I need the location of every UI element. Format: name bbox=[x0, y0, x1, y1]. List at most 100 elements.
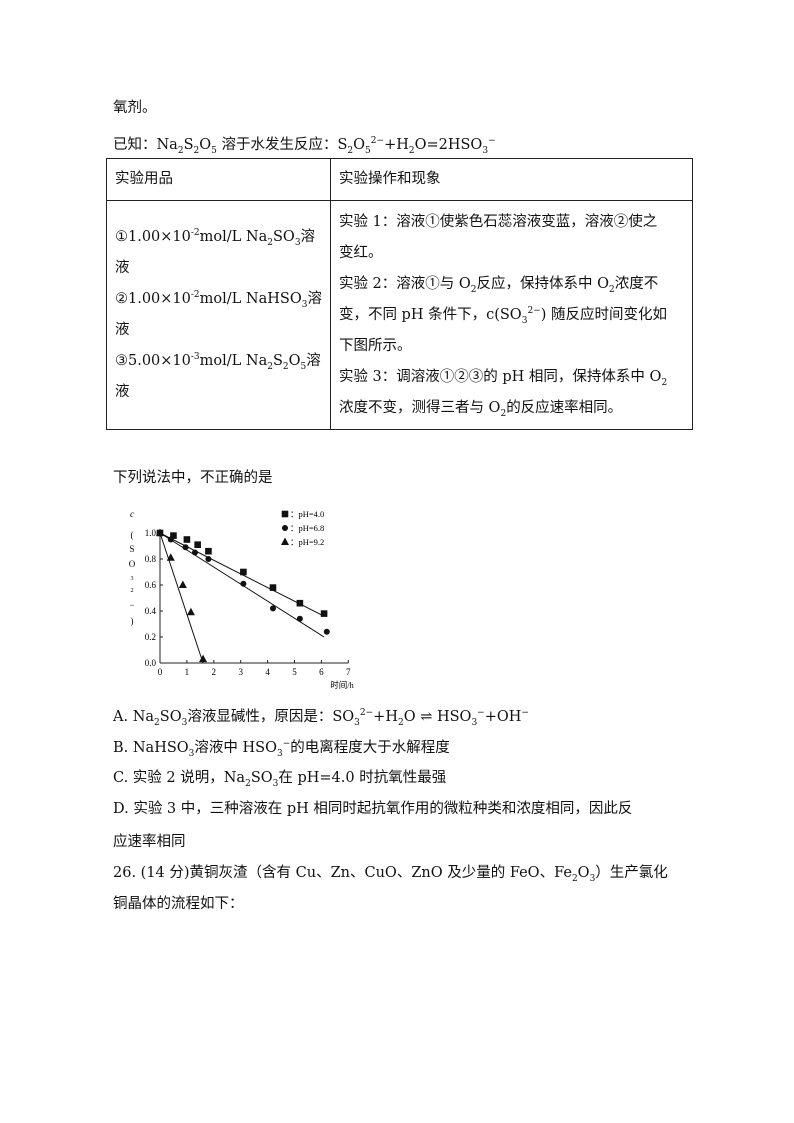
question-26-continued: 铜晶体的流程如下： bbox=[113, 894, 244, 914]
option-c: C. 实验 2 说明，Na2SO3在 pH=4.0 时抗氧性最强 bbox=[113, 768, 446, 788]
text-segment: C. 实验 2 说明，Na bbox=[113, 770, 246, 786]
materials-cell: ①1.00×10-2mol/L Na2SO3溶液 ②1.00×10-2mol/L … bbox=[106, 200, 331, 430]
cell-line: 实验 2：溶液①与 O2反应，保持体系中 O2浓度不 bbox=[339, 269, 684, 300]
circle-marker bbox=[296, 615, 303, 622]
triangle-marker bbox=[178, 580, 187, 588]
question-text: 下列说法中，不正确的是 bbox=[113, 468, 273, 488]
square-marker bbox=[183, 536, 191, 543]
concentration-time-chart: 0 1 2 3 4 5 6 7 0.0 0.2 0.4 0.6 0.8 1.0 c (SO 3 2 −) 时间/h ：p… bbox=[129, 509, 355, 690]
x-tick-label: 6 bbox=[319, 667, 324, 677]
subscript: 3 bbox=[354, 717, 360, 728]
legend-label: ：pH=9.2 bbox=[290, 537, 324, 547]
superscript: 2− bbox=[359, 708, 374, 719]
cell-line: 变，不同 pH 条件下，c(SO32−) 随反应时间变化如 bbox=[339, 300, 684, 331]
subscript: 2 bbox=[397, 717, 404, 728]
text-segment: O bbox=[353, 137, 366, 153]
subscript: 2 bbox=[571, 873, 578, 884]
x-tick-label: 0 bbox=[158, 667, 163, 677]
superscript: 2− bbox=[370, 136, 385, 147]
superscript: − bbox=[282, 739, 291, 750]
x-tick-label: 3 bbox=[238, 667, 243, 677]
x-tick-label: 7 bbox=[346, 667, 351, 677]
y-axis-label-char: − bbox=[129, 600, 134, 610]
text-segment: 溶 bbox=[307, 291, 322, 307]
x-tick-label: 2 bbox=[212, 667, 217, 677]
subscript: 3 bbox=[272, 778, 279, 789]
superscript: − bbox=[521, 708, 529, 719]
text-segment: 的电离程度大于水解程度 bbox=[290, 740, 450, 756]
text-segment: D. 实验 3 中，三种溶液在 pH 相同时起抗氧作用的微粒种类和浓度相同，因此… bbox=[113, 801, 633, 817]
option-d-continued: 应速率相同 bbox=[113, 832, 186, 852]
text-segment: A. Na bbox=[113, 709, 155, 725]
square-marker bbox=[170, 532, 177, 539]
x-tick-label: 4 bbox=[265, 667, 270, 677]
text-segment: mol/L Na bbox=[199, 229, 268, 245]
subscript: 3 bbox=[276, 748, 283, 759]
circle-marker bbox=[323, 628, 330, 635]
y-tick-label: 0.6 bbox=[145, 580, 157, 590]
text-segment: 的反应速率相同。 bbox=[506, 399, 623, 416]
text-segment: ③5.00×10 bbox=[115, 353, 191, 369]
legend-label: ：pH=6.8 bbox=[290, 523, 324, 533]
text-segment: SO bbox=[250, 770, 273, 786]
square-marker bbox=[240, 568, 247, 576]
circle-marker bbox=[191, 549, 198, 556]
square-marker bbox=[281, 510, 289, 518]
y-tick-label: 0.8 bbox=[145, 554, 157, 564]
text-segment: mol/L Na bbox=[199, 353, 268, 369]
superscript: 2− bbox=[527, 305, 541, 316]
subscript: 2 bbox=[267, 237, 273, 248]
text-segment: ①1.00×10 bbox=[115, 229, 191, 245]
cell-line: 液 bbox=[115, 377, 322, 408]
text-segment: O ⇌ HSO bbox=[403, 709, 472, 725]
text-segment: 溶 bbox=[306, 353, 321, 369]
y-axis-label-char: O bbox=[129, 559, 136, 569]
intro-text: 氧剂。 bbox=[113, 98, 157, 118]
subscript: 2 bbox=[177, 145, 184, 156]
triangle-marker bbox=[156, 528, 164, 536]
superscript: -2 bbox=[190, 228, 200, 239]
cell-line: ②1.00×10-2mol/L NaHSO3溶 bbox=[115, 284, 322, 315]
y-axis-label-char: ( bbox=[131, 530, 134, 540]
text-segment: 液 bbox=[115, 260, 130, 276]
cell-line: 变红。 bbox=[339, 238, 684, 269]
subscript: 2 bbox=[470, 284, 477, 295]
text-segment: O=2HSO bbox=[414, 137, 483, 153]
text-segment: 实验 3：调溶液①②③的 pH 相同，保持体系中 O bbox=[338, 368, 662, 385]
subscript: 5 bbox=[365, 145, 371, 156]
x-axis-label: 时间/h bbox=[330, 680, 354, 690]
subscript: 2 bbox=[154, 717, 160, 728]
text-segment: 氧剂。 bbox=[113, 100, 157, 116]
cell-line: ③5.00×10-3mol/L Na2S2O5溶 bbox=[115, 346, 322, 377]
subscript: 2 bbox=[245, 778, 251, 789]
text-segment: SO bbox=[159, 709, 182, 725]
known-reaction: 已知：Na2S2O5 溶于水发生反应：S2O52−+H2O=2HSO3− bbox=[113, 135, 496, 156]
subscript: 2 bbox=[408, 145, 415, 156]
y-axis-label-char: c bbox=[130, 509, 134, 519]
text-segment: +H bbox=[384, 137, 409, 153]
text-segment: B. NaHSO bbox=[113, 740, 189, 756]
circle-marker bbox=[240, 580, 247, 587]
text-segment: 铜晶体的流程如下： bbox=[113, 896, 244, 912]
text-segment: SO bbox=[272, 229, 295, 245]
text-segment: O bbox=[577, 865, 590, 881]
text-segment: 下图所示。 bbox=[338, 337, 412, 354]
x-tick-label: 5 bbox=[292, 667, 297, 677]
circle-marker bbox=[205, 556, 212, 562]
subscript: 2 bbox=[347, 145, 354, 156]
table-header-materials: 实验用品 bbox=[106, 158, 331, 201]
superscript: − bbox=[477, 708, 485, 719]
text-segment: 变，不同 pH 条件下，c(SO bbox=[338, 306, 522, 323]
subscript: 2 bbox=[609, 284, 615, 295]
text-segment: 在 pH=4.0 时抗氧性最强 bbox=[278, 770, 447, 786]
text-segment: 实验 1：溶液①使紫色石蕊溶液变蓝，溶液②使之 bbox=[338, 213, 658, 230]
x-tick-label: 1 bbox=[185, 667, 190, 677]
text-segment: 下列说法中，不正确的是 bbox=[113, 470, 273, 486]
text-segment: O bbox=[288, 353, 301, 369]
text-segment: 反应，保持体系中 O bbox=[476, 275, 610, 292]
cell-line: ①1.00×10-2mol/L Na2SO3溶 bbox=[115, 222, 322, 253]
text-segment: ）生产氯化 bbox=[595, 865, 668, 881]
text-segment: 变红。 bbox=[338, 244, 383, 261]
text-segment: O bbox=[199, 137, 212, 153]
operations-cell: 实验 1：溶液①使紫色石蕊溶液变蓝，溶液②使之 变红。实验 2：溶液①与 O2反应… bbox=[329, 200, 694, 430]
